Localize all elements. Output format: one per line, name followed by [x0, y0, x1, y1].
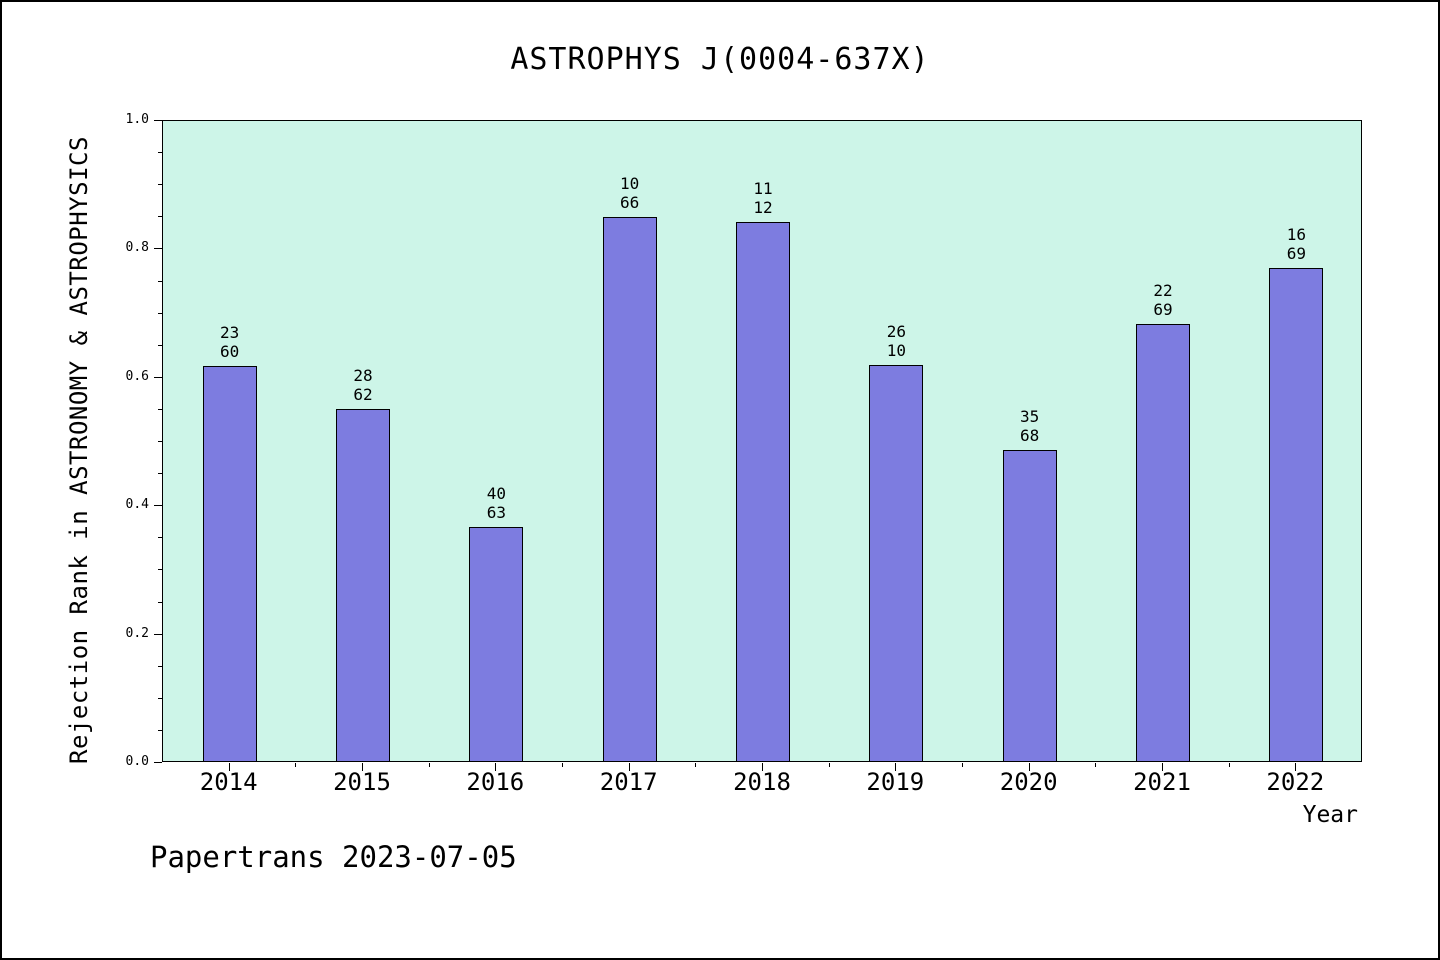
y-minor-tick: [158, 344, 162, 346]
y-tick-mark: [154, 248, 162, 250]
y-minor-tick: [158, 312, 162, 314]
y-tick-label-0.6: 0.6: [125, 368, 149, 384]
bar-value-line: 35: [1020, 407, 1040, 427]
x-minor-tick: [828, 763, 830, 767]
bar-2020: [1002, 450, 1057, 761]
x-tick-mark: [362, 763, 363, 771]
bar-2021: [1136, 324, 1190, 761]
y-minor-tick: [158, 184, 162, 186]
bar-value-label-2022: 16 69: [1251, 225, 1341, 263]
y-minor-tick: [158, 537, 162, 539]
x-tick-mark: [1028, 763, 1030, 771]
y-minor-tick: [158, 280, 162, 282]
bar-value-line: 69: [1153, 299, 1173, 319]
bar-value-line: 16: [1286, 225, 1306, 245]
footer-watermark: Papertrans 2023-07-05: [150, 840, 517, 874]
bar-value-line: 26: [886, 322, 906, 342]
x-minor-tick: [562, 763, 563, 767]
x-minor-tick: [1228, 763, 1230, 767]
x-minor-tick: [428, 763, 430, 767]
x-tick-mark: [628, 763, 630, 771]
x-minor-tick: [295, 763, 297, 767]
x-tick-label-2014: 2014: [199, 768, 258, 796]
x-tick-label-2019: 2019: [866, 768, 925, 796]
bar-value-label-2020: 35 68: [985, 407, 1075, 445]
x-tick-label-2015: 2015: [333, 768, 391, 796]
bar-value-line: 10: [620, 174, 640, 194]
x-tick-label-2022: 2022: [1266, 768, 1325, 796]
y-minor-tick: [158, 601, 162, 603]
y-axis-label: Rejection Rank in ASTRONOMY & ASTROPHYSI…: [65, 136, 93, 764]
bar-2018: [736, 222, 790, 761]
x-tick-mark: [762, 763, 763, 771]
x-tick-mark: [228, 763, 230, 771]
bar-value-line: 69: [1286, 243, 1306, 263]
bar-2017: [602, 217, 657, 761]
bar-value-line: 23: [220, 323, 240, 343]
y-minor-tick: [158, 408, 162, 410]
plot-area: 23 60 28 62 40 63 10 66 11 12 26 10 35 68 22 69 16 69: [162, 120, 1362, 762]
bar-value-line: 62: [353, 384, 373, 404]
y-tick-mark: [154, 376, 162, 378]
bar-value-line: 68: [1020, 425, 1040, 445]
bar-value-line: 22: [1153, 281, 1173, 301]
bar-2022: [1269, 268, 1324, 761]
bar-value-label-2018: 11 12: [718, 179, 808, 217]
x-tick-mark: [1295, 763, 1297, 771]
bar-value-label-2015: 28 62: [318, 366, 408, 404]
x-tick-mark: [495, 763, 497, 771]
y-tick-label-1.0: 1.0: [125, 112, 149, 127]
bar-value-line: 11: [753, 179, 773, 199]
y-tick-label-0.8: 0.8: [125, 240, 149, 256]
x-tick-label-2016: 2016: [466, 768, 525, 796]
x-minor-tick: [1095, 763, 1097, 767]
y-minor-tick: [158, 216, 162, 218]
x-tick-label-2017: 2017: [599, 768, 658, 796]
y-tick-label-0.0: 0.0: [125, 754, 149, 769]
bars-layer: 23 60 28 62 40 63 10 66 11 12 26 10 35 68 22 69 16 69: [163, 121, 1361, 761]
y-tick-label-0.2: 0.2: [125, 625, 149, 641]
bar-value-line: 12: [753, 197, 773, 217]
bar-2015: [336, 409, 390, 761]
bar-value-label-2017: 10 66: [585, 174, 675, 212]
bar-value-line: 60: [220, 341, 240, 361]
bar-value-label-2014: 23 60: [185, 323, 275, 361]
bar-value-label-2019: 26 10: [851, 322, 941, 360]
y-tick-mark: [154, 505, 162, 507]
x-tick-label-2021: 2021: [1133, 768, 1191, 796]
x-tick-mark: [1162, 763, 1163, 771]
y-tick-mark: [154, 120, 162, 121]
x-minor-tick: [695, 763, 697, 767]
bar-value-label-2016: 40 63: [451, 484, 541, 522]
bar-2014: [202, 366, 257, 761]
x-axis-label: Year: [1302, 802, 1358, 828]
x-tick-mark: [895, 763, 897, 771]
y-minor-tick: [158, 729, 162, 731]
y-minor-tick: [158, 441, 162, 442]
chart-title: ASTROPHYS J(0004-637X): [510, 42, 930, 77]
bar-value-line: 63: [486, 502, 506, 522]
y-minor-tick: [158, 697, 162, 699]
y-tick-mark: [154, 762, 162, 763]
x-tick-label-2018: 2018: [733, 768, 791, 796]
y-minor-tick: [158, 665, 162, 667]
x-tick-label-2020: 2020: [999, 768, 1058, 796]
bar-value-line: 28: [353, 366, 373, 386]
bar-value-line: 10: [886, 340, 906, 360]
bar-2019: [869, 365, 924, 761]
y-tick-mark: [154, 633, 162, 635]
y-tick-label-0.4: 0.4: [125, 497, 149, 513]
x-minor-tick: [962, 763, 963, 767]
bar-value-line: 40: [486, 484, 506, 504]
y-minor-tick: [158, 569, 162, 571]
y-minor-tick: [158, 473, 162, 475]
bar-2016: [469, 527, 524, 761]
bar-value-label-2021: 22 69: [1118, 281, 1208, 319]
bar-value-line: 66: [620, 192, 640, 212]
y-minor-tick: [158, 152, 162, 154]
